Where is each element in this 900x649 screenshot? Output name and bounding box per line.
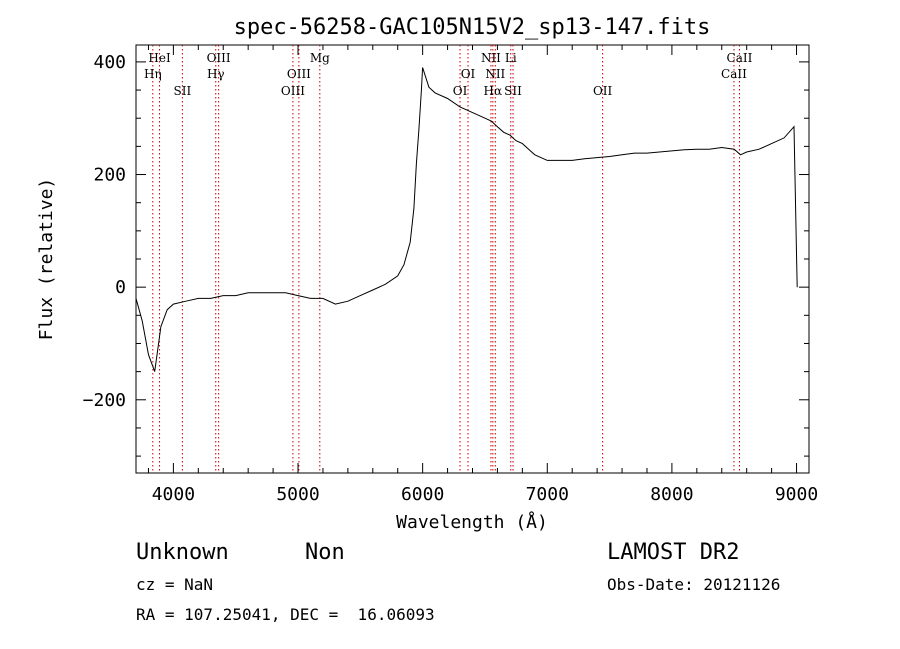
y-axis-ticks: −200 0 200 400 [83,52,809,457]
x-tick-label: 7000 [526,484,569,505]
spectral-line-label: NII [485,67,505,81]
chart-title: spec-56258-GAC105N15V2_sp13-147.fits [234,15,711,40]
spectral-line-label: CaII [727,51,753,65]
spectral-line-label: Li [505,51,517,65]
spectral-line-label: Hα [484,84,503,98]
x-tick-label: 6000 [401,484,444,505]
object-class: Unknown [136,540,229,565]
x-tick-label: 9000 [775,484,818,505]
spectral-line-label: OII [593,84,613,98]
obs-date: Obs-Date: 20121126 [607,575,780,594]
survey-name: LAMOST DR2 [607,540,739,565]
redshift-text: cz = NaN [136,575,213,594]
y-tick-label: 200 [93,165,126,186]
y-tick-label: −200 [83,390,126,411]
spectral-line-label: SII [504,84,522,98]
y-tick-label: 0 [115,277,126,298]
spectral-line-markers [152,45,740,473]
spectral-line-label: SII [174,84,192,98]
x-axis-ticks: 4000 5000 6000 7000 8000 9000 [147,45,818,505]
spectrum-line [135,67,798,372]
spectral-line-label: OIII [207,51,231,65]
spectral-line-label: CaII [721,67,747,81]
spectral-line-label: Mg [310,51,330,65]
spectral-line-label: OIII [287,67,311,81]
spectral-line-label: Hγ [207,67,225,81]
spectral-line-label: NII [481,51,501,65]
x-axis-label: Wavelength (Å) [396,511,548,533]
spectral-line-label: HeI [148,51,171,65]
x-tick-label: 4000 [152,484,195,505]
y-tick-label: 400 [93,52,126,73]
plot-frame [135,44,810,474]
spectral-line-label: OIII [281,84,305,98]
spectral-line-label: OI [461,67,476,81]
spectral-line-label: Hη [144,67,162,81]
spectral-line-label: OI [453,84,468,98]
spectral-line-labels: HηHeISIIHγOIIIOIIIOIIIMgOIOINIIHαNIILiSI… [144,51,753,98]
x-tick-label: 8000 [650,484,693,505]
coordinates: RA = 107.25041, DEC = 16.06093 [136,605,435,624]
object-subclass: Non [305,540,345,565]
x-tick-label: 5000 [276,484,319,505]
y-axis-label: Flux (relative) [36,178,57,341]
